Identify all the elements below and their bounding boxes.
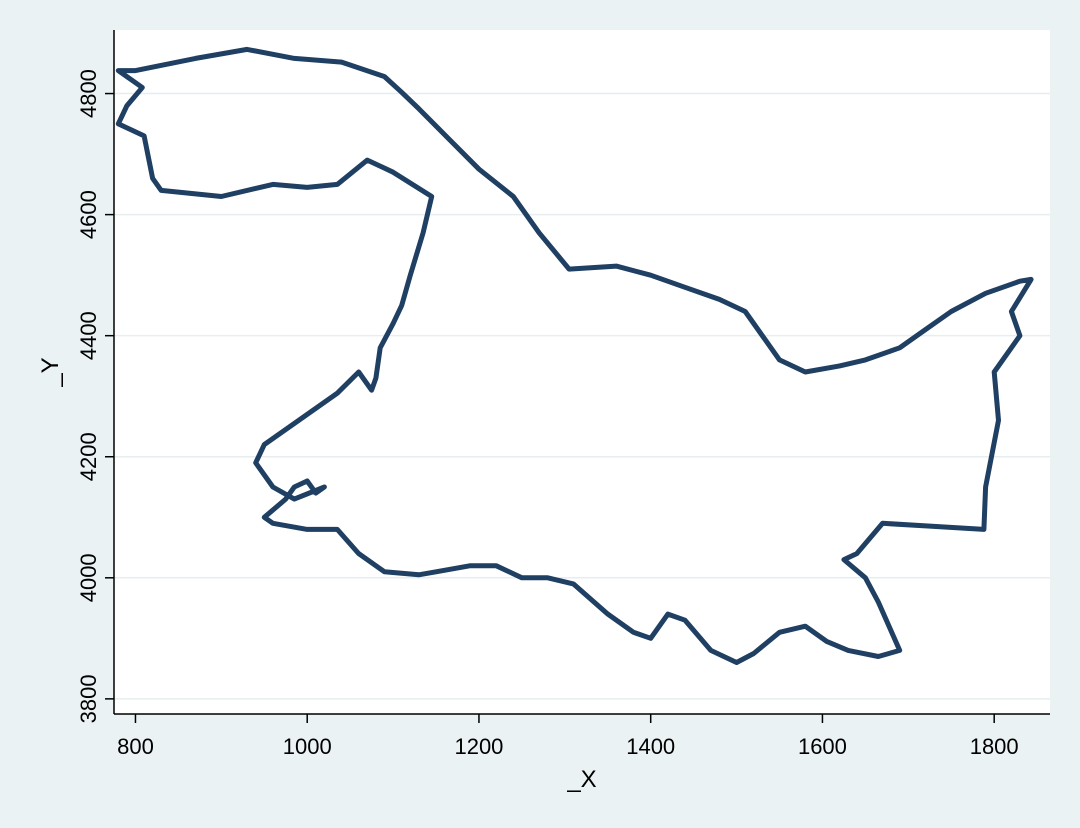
x-axis-ticks: 800 1000 1200 1400 1600 1800 [117, 714, 1019, 759]
x-tick-label: 1200 [454, 734, 503, 759]
y-tick-label: 4800 [76, 69, 101, 118]
series-line-0 [115, 46, 1034, 665]
x-tick-label: 1000 [283, 734, 332, 759]
y-tick-label: 4600 [76, 190, 101, 239]
y-axis-ticks: 3800 4000 4200 4400 4600 4800 [76, 69, 114, 723]
data-series [115, 46, 1034, 665]
x-tick-label: 1400 [626, 734, 675, 759]
gridlines [114, 92, 1050, 700]
y-tick-label: 4200 [76, 432, 101, 481]
y-tick-label: 4000 [76, 553, 101, 602]
axes [113, 30, 1050, 715]
x-tick-label: 1600 [798, 734, 847, 759]
y-tick-label: 4400 [76, 311, 101, 360]
x-tick-label: 1800 [970, 734, 1019, 759]
y-tick-label: 3800 [76, 674, 101, 723]
y-axis-title: _Y [37, 357, 64, 387]
x-tick-label: 800 [117, 734, 154, 759]
plot-area-background [114, 30, 1050, 714]
x-axis-title: _X [566, 766, 596, 793]
